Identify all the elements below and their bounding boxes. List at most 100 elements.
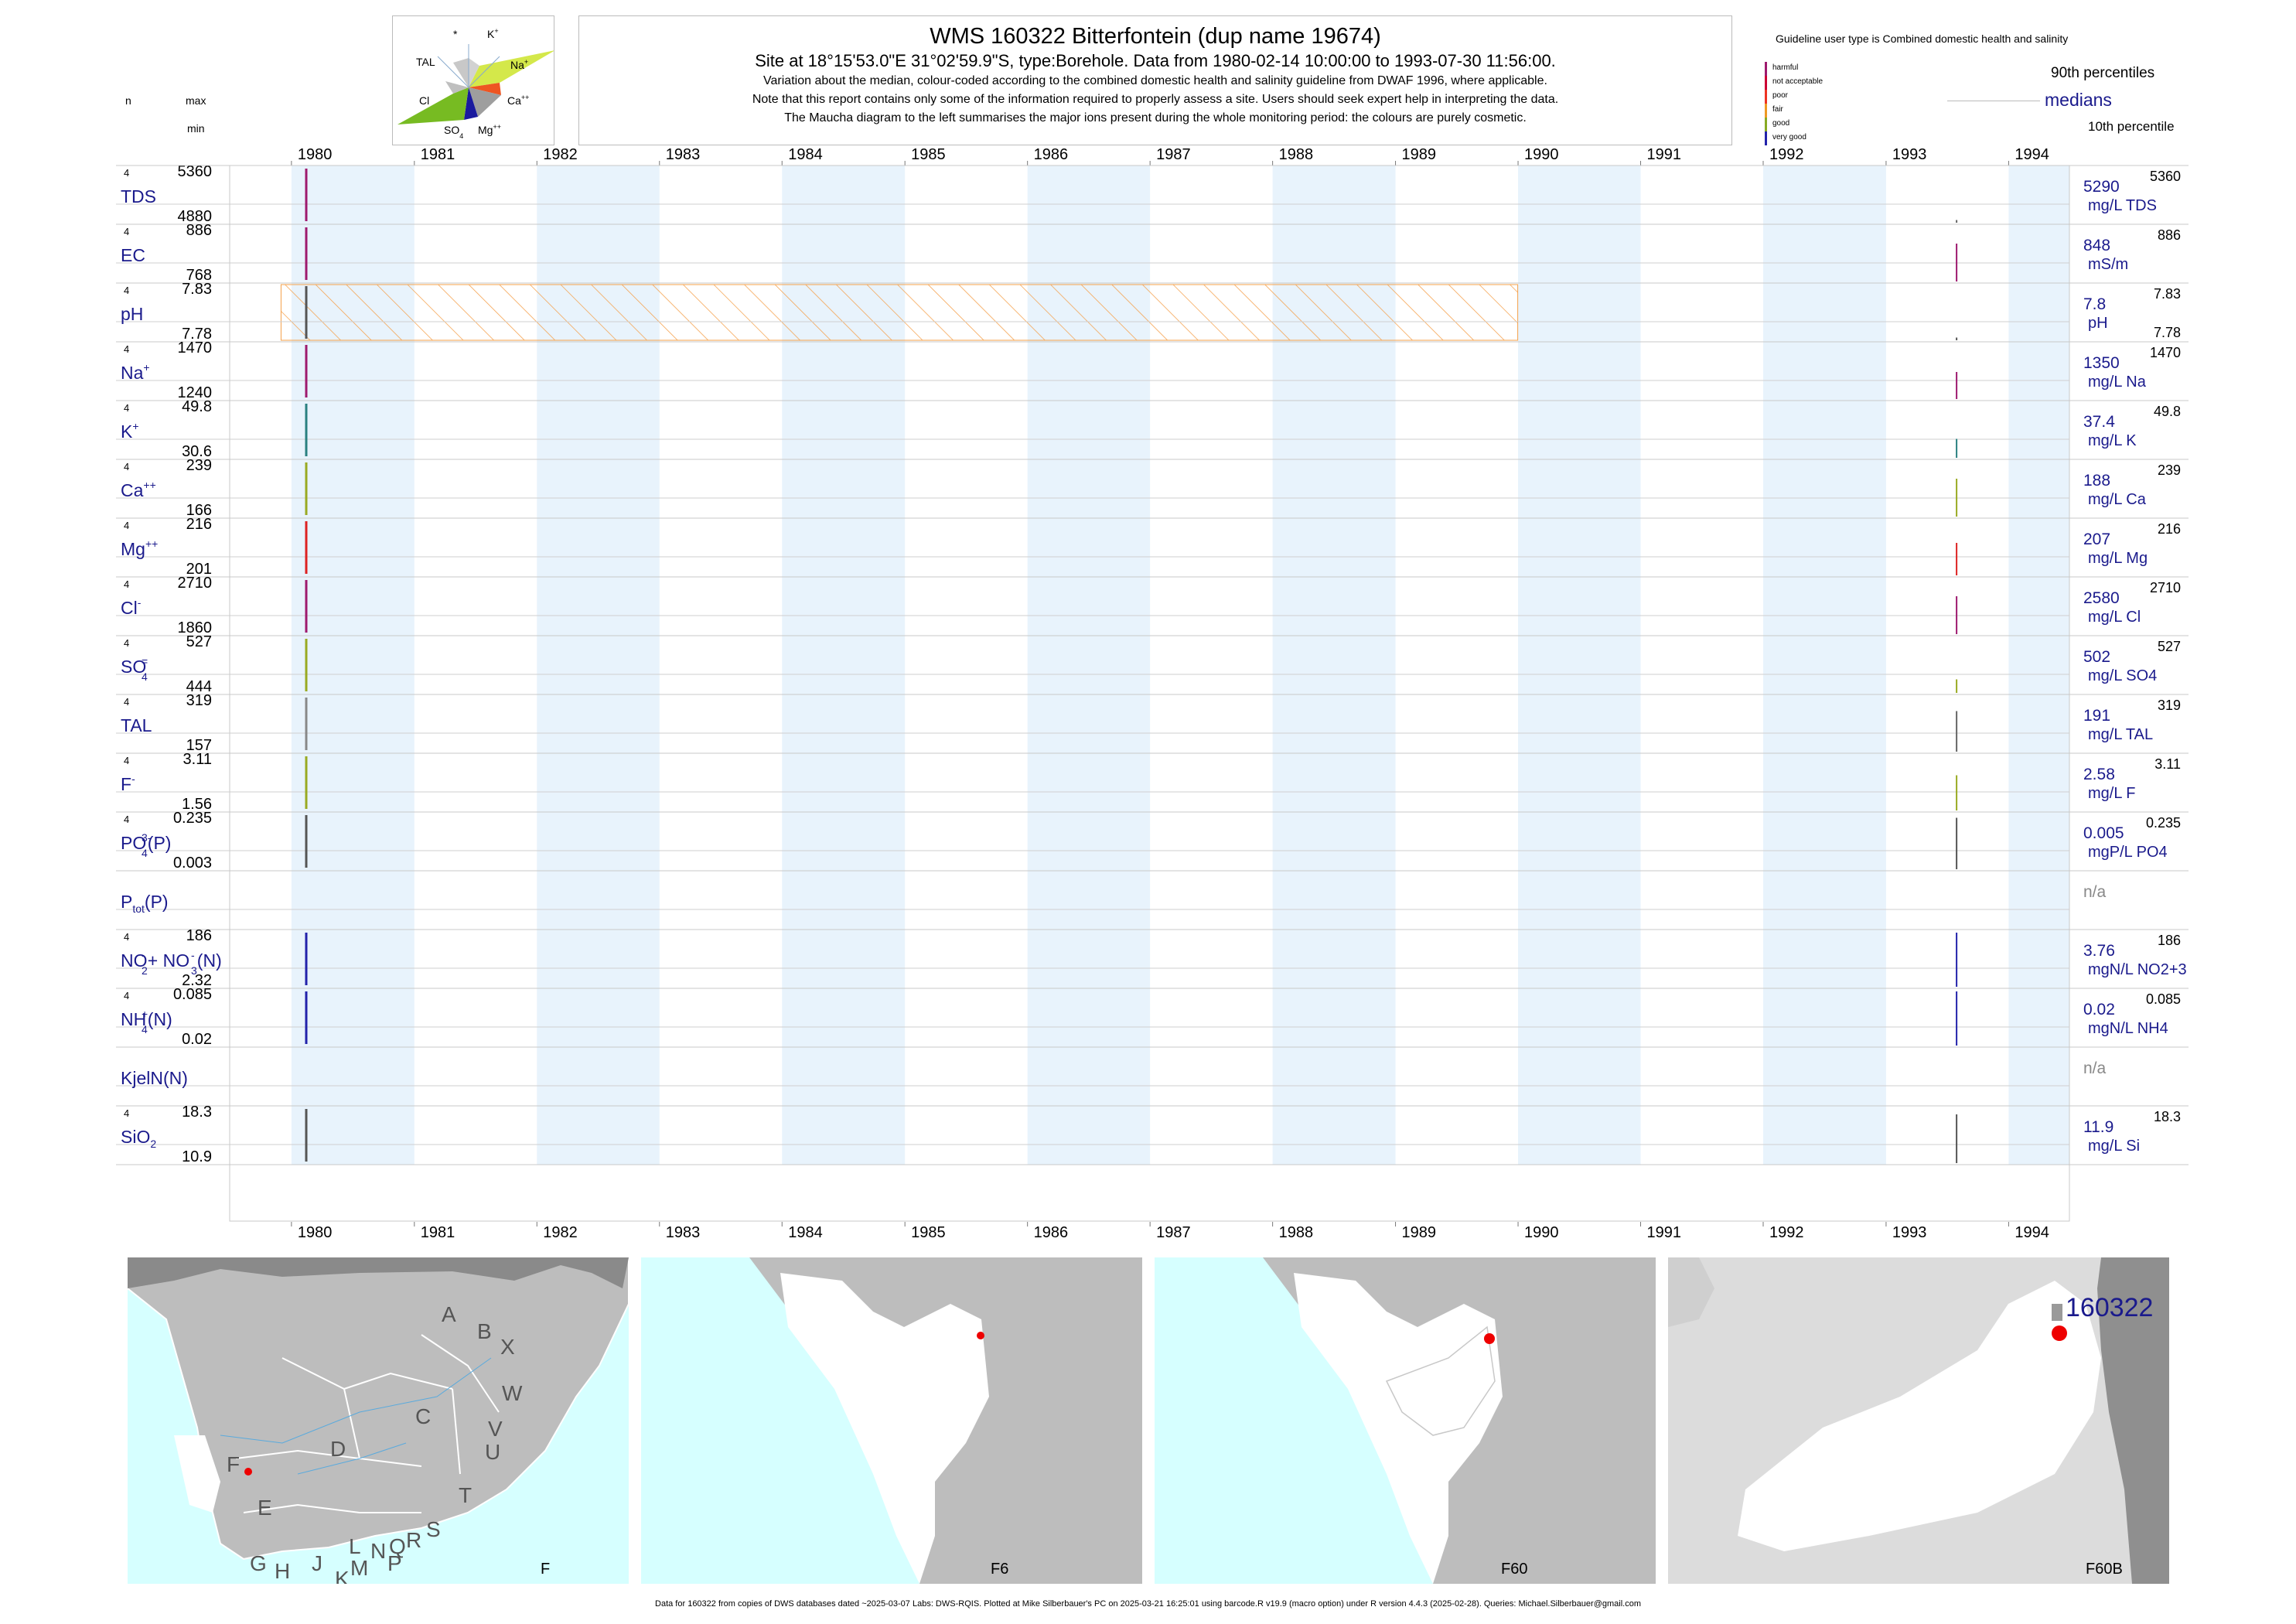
legend-label: not acceptable [1772, 77, 1823, 86]
row-max-PO: 0.235 [173, 810, 212, 827]
year-label-top: 1993 [1892, 146, 1927, 163]
legend-p90: 90th percentiles [2051, 65, 2155, 81]
p90-value-PO: 0.235 [2146, 815, 2181, 831]
row-n-PO: 4 [124, 814, 129, 825]
site-marker [977, 1332, 984, 1339]
year-label-bottom: 1990 [1524, 1224, 1559, 1237]
maucha-k [469, 58, 479, 87]
param-label-TAL: TAL [121, 715, 152, 735]
param-label-Na: Na+ [121, 361, 150, 383]
row-max-EC: 886 [186, 222, 212, 239]
p90-value-pH: 7.83 [2154, 286, 2181, 302]
row-max-pH: 7.83 [182, 281, 212, 298]
row-min-TDS: 4880 [178, 208, 213, 225]
unit-label-Mg: mg/L Mg [2088, 550, 2148, 567]
catchment-letter-Q: Q [389, 1534, 406, 1558]
year-label-bottom: 1987 [1156, 1224, 1191, 1237]
catchment-letter-L: L [349, 1534, 361, 1558]
legend-color-very-good [1765, 131, 1767, 145]
unit-label-SO: mg/L SO4 [2088, 667, 2157, 684]
row-min-Mg: 201 [186, 561, 212, 578]
median-value-Na: 1350 [2083, 354, 2120, 372]
legend-color-poor [1765, 90, 1767, 104]
year-label-top: 1984 [788, 146, 822, 163]
param-label-F: F- [121, 773, 135, 794]
row-max-SO: 527 [186, 633, 212, 650]
site-marker [1484, 1333, 1495, 1344]
unit-label-Cl: mg/L Cl [2088, 609, 2141, 626]
year-label-bottom: 1982 [543, 1224, 578, 1237]
catchment-letter-R: R [406, 1528, 422, 1552]
catchment-letter-E: E [258, 1496, 272, 1520]
maucha-diagram: * K+ TAL Na+ Cl Ca++ SO4 Mg++ [392, 15, 555, 145]
median-value-Cl: 2580 [2083, 589, 2120, 607]
map-caption-f6: F6 [991, 1561, 1009, 1578]
year-label-bottom: 1986 [1034, 1224, 1069, 1237]
unit-label-TDS: mg/L TDS [2088, 197, 2157, 214]
row-max-Cl: 2710 [178, 575, 213, 592]
site-description: Site at 18°15'53.0"E 31°02'59.9"S, type:… [755, 51, 1556, 70]
year-label-top: 1989 [1402, 146, 1437, 163]
catchment-letter-W: W [502, 1381, 523, 1405]
median-value-TAL: 191 [2083, 707, 2110, 725]
row-n-SO: 4 [124, 637, 129, 649]
catchment-letter-F: F [227, 1452, 241, 1476]
catchment-letter-B: B [477, 1319, 492, 1343]
year-label-bottom: 1993 [1892, 1224, 1927, 1237]
maucha-tal [453, 58, 469, 87]
maucha-ca [469, 83, 501, 95]
legend-p10: 10th percentile [2088, 119, 2175, 134]
row-max-Mg: 216 [186, 516, 212, 533]
median-value-KjelN(N): n/a [2083, 1059, 2107, 1077]
row-min-F: 1.56 [182, 796, 212, 813]
year-label-bottom: 1994 [2015, 1224, 2049, 1237]
guideline-text: Guideline user type is Combined domestic… [1776, 32, 2069, 45]
p90-value-Cl: 2710 [2150, 580, 2181, 595]
row-min-PO: 0.003 [173, 855, 212, 872]
unit-label-K: mg/L K [2088, 432, 2137, 449]
unit-label-NO: mgN/L NO2+3 [2088, 961, 2187, 978]
unit-label-SiO: mg/L Si [2088, 1138, 2140, 1155]
median-value-Mg: 207 [2083, 531, 2110, 548]
param-label-SiO: SiO2 [121, 1127, 156, 1150]
row-min-SO: 444 [186, 678, 212, 695]
year-label-top: 1990 [1524, 146, 1559, 163]
row-max-SiO: 18.3 [182, 1104, 212, 1121]
legend-label: very good [1772, 133, 1806, 142]
year-label-bottom: 1984 [788, 1224, 822, 1237]
row-n-Na: 4 [124, 343, 129, 355]
site-marker [2052, 1325, 2067, 1341]
row-min-NH: 0.02 [182, 1031, 212, 1048]
maucha-so4-label: SO4 [444, 124, 463, 140]
year-label-top: 1980 [298, 146, 333, 163]
median-value-EC: 848 [2083, 237, 2110, 254]
row-min-TAL: 157 [186, 737, 212, 754]
catchment-letter-M: M [350, 1556, 369, 1580]
param-label-NH: NH+ 4(N) [121, 1008, 172, 1035]
maucha-mg [469, 87, 501, 117]
site-label: 160322 [2066, 1293, 2154, 1322]
catchment-letter-K: K [335, 1567, 350, 1584]
year-label-bottom: 1989 [1402, 1224, 1437, 1237]
row-max-TDS: 5360 [178, 163, 213, 180]
map-tertiary-catchment: F60 [1155, 1257, 1656, 1584]
row-n-F: 4 [124, 755, 129, 766]
param-label-Ca: Ca++ [121, 479, 156, 500]
maucha-svg: * K+ TAL Na+ Cl Ca++ SO4 Mg++ [397, 27, 555, 140]
catchment-letter-T: T [459, 1483, 473, 1507]
median-value-P: n/a [2083, 883, 2107, 901]
year-label-bottom: 1988 [1279, 1224, 1314, 1237]
map-secondary-catchment: F6 [641, 1257, 1142, 1584]
catchment-letter-C: C [415, 1404, 432, 1428]
legend-label: fair [1772, 105, 1783, 114]
year-label-bottom: 1992 [1769, 1224, 1804, 1237]
legend-medians: medians [2045, 90, 2112, 110]
p90-value-K: 49.8 [2154, 404, 2181, 419]
p90-value-Ca: 239 [2158, 462, 2181, 478]
n-header: n [125, 94, 131, 107]
row-min-Ca: 166 [186, 502, 212, 519]
legend-color-good [1765, 118, 1767, 131]
note-maucha: The Maucha diagram to the left summarise… [784, 111, 1527, 125]
catchment-letter-X: X [500, 1335, 515, 1359]
